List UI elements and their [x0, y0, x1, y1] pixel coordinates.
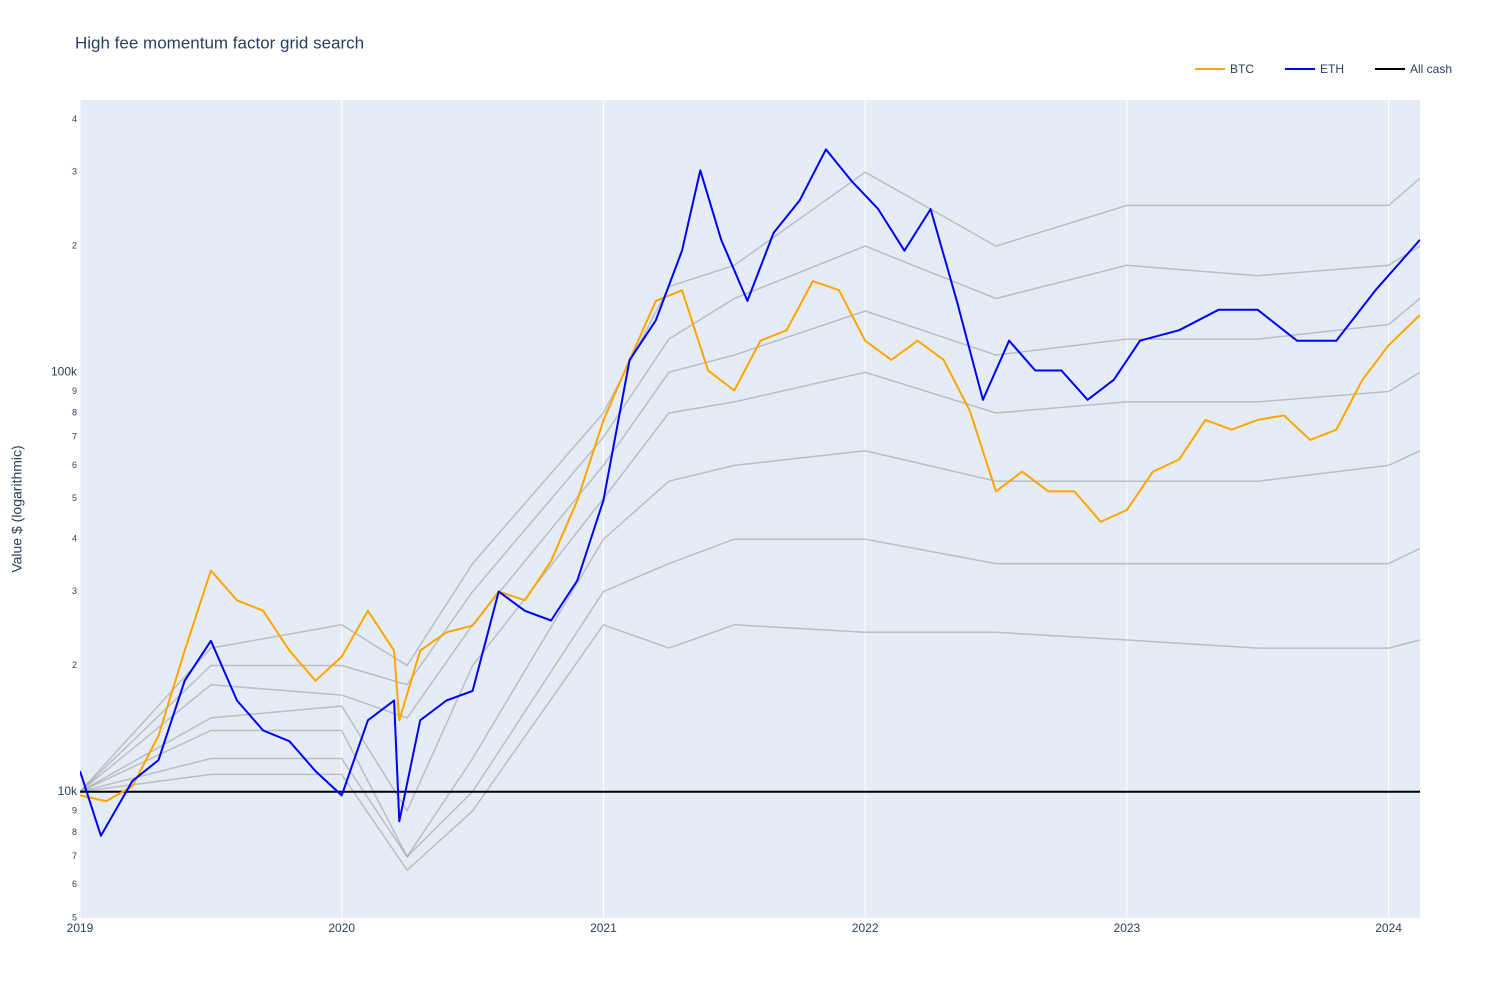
x-tick-label: 2019	[67, 921, 94, 935]
y-tick-label: 9	[72, 805, 77, 815]
x-tick-label: 2023	[1114, 921, 1141, 935]
y-tick-label: 5	[72, 912, 77, 922]
y-tick-label: 6	[72, 879, 77, 889]
y-tick-label: 8	[72, 407, 77, 417]
plot-area	[80, 100, 1420, 918]
y-tick-label: 3	[72, 586, 77, 596]
grid-search-line	[80, 297, 1420, 793]
y-tick-label: 5	[72, 493, 77, 503]
chart-title: High fee momentum factor grid search	[75, 33, 364, 52]
grid-search-line	[80, 245, 1420, 793]
y-tick-label: 4	[72, 534, 77, 544]
series-line	[80, 148, 1420, 837]
grid-search-line	[80, 624, 1420, 871]
y-tick-label: 9	[72, 386, 77, 396]
y-tick-label: 4	[72, 114, 77, 124]
y-tick-label: 7	[72, 851, 77, 861]
y-tick-label: 2	[72, 660, 77, 670]
grid-search-line	[80, 538, 1420, 858]
y-tick-label: 2	[72, 240, 77, 250]
x-tick-label: 2021	[590, 921, 617, 935]
x-tick-label: 2024	[1375, 921, 1402, 935]
series-line	[80, 280, 1420, 803]
grid-search-line	[80, 171, 1420, 793]
legend-label: All cash	[1410, 62, 1452, 76]
y-tick-label: 6	[72, 460, 77, 470]
legend-label: BTC	[1230, 62, 1254, 76]
grid-search-line	[80, 450, 1420, 858]
y-tick-label: 8	[72, 827, 77, 837]
grid-search-line	[80, 371, 1420, 812]
legend-label: ETH	[1320, 62, 1344, 76]
x-tick-label: 2022	[852, 921, 879, 935]
x-tick-label: 2020	[328, 921, 355, 935]
y-tick-label: 7	[72, 432, 77, 442]
series-layer	[80, 148, 1420, 871]
y-tick-label: 100k	[51, 365, 78, 379]
y-axis-title: Value $ (logarithmic)	[9, 445, 25, 572]
y-tick-label: 10k	[58, 784, 78, 798]
y-tick-label: 3	[72, 167, 77, 177]
